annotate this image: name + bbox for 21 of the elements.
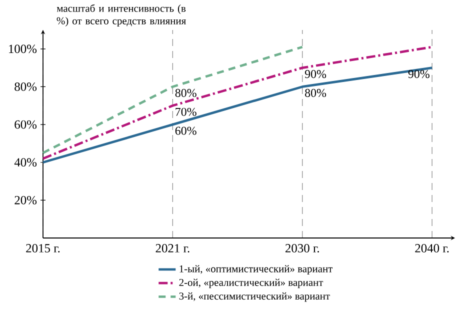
legend-label: 1-ый, «оптимистический» вариант bbox=[180, 265, 333, 274]
y-tick-label: 80% bbox=[14, 82, 37, 91]
data-label: 90% bbox=[408, 70, 430, 78]
y-tick-label: 20% bbox=[14, 196, 37, 204]
x-tick-label: 2021 г. bbox=[156, 244, 190, 252]
line-series bbox=[42, 66, 434, 164]
x-tick-label: 2040 г. bbox=[415, 244, 449, 252]
y-tick-label: 100% bbox=[9, 44, 37, 54]
x-tick-label: 2015 г. bbox=[26, 244, 60, 252]
data-label: 70% bbox=[176, 108, 196, 116]
data-label: 80% bbox=[305, 88, 326, 98]
data-label: 90% bbox=[304, 70, 326, 78]
y-axis-title: масштаб и интенсивность (в %) от всего средств влияния bbox=[56, 4, 186, 26]
legend-label: 2-ой, «реалистический» вариант bbox=[179, 278, 324, 288]
legend-label: 3-й, «пессимистический» вариант bbox=[179, 292, 330, 302]
data-label: 60% bbox=[175, 126, 196, 135]
y-tick-label: 60% bbox=[14, 120, 37, 129]
data-label: 80% bbox=[175, 88, 196, 98]
line-series bbox=[42, 46, 434, 160]
x-tick-label: 2030 г. bbox=[285, 244, 319, 252]
y-tick-label: 40% bbox=[14, 158, 37, 167]
